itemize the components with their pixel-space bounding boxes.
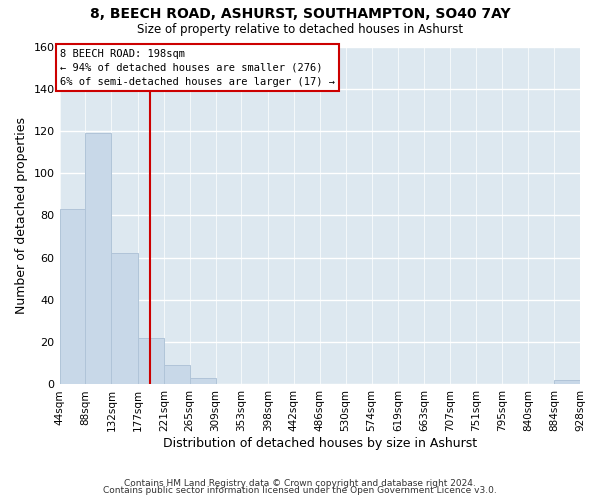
Bar xyxy=(554,380,580,384)
Bar xyxy=(112,254,138,384)
Bar xyxy=(138,338,164,384)
Bar xyxy=(59,209,85,384)
Text: Size of property relative to detached houses in Ashurst: Size of property relative to detached ho… xyxy=(137,22,463,36)
Text: Contains HM Land Registry data © Crown copyright and database right 2024.: Contains HM Land Registry data © Crown c… xyxy=(124,478,476,488)
Text: 8, BEECH ROAD, ASHURST, SOUTHAMPTON, SO40 7AY: 8, BEECH ROAD, ASHURST, SOUTHAMPTON, SO4… xyxy=(89,8,511,22)
Bar xyxy=(85,133,112,384)
Bar xyxy=(164,366,190,384)
Y-axis label: Number of detached properties: Number of detached properties xyxy=(15,117,28,314)
Bar xyxy=(190,378,215,384)
Text: 8 BEECH ROAD: 198sqm
← 94% of detached houses are smaller (276)
6% of semi-detac: 8 BEECH ROAD: 198sqm ← 94% of detached h… xyxy=(60,48,335,86)
Text: Contains public sector information licensed under the Open Government Licence v3: Contains public sector information licen… xyxy=(103,486,497,495)
X-axis label: Distribution of detached houses by size in Ashurst: Distribution of detached houses by size … xyxy=(163,437,477,450)
